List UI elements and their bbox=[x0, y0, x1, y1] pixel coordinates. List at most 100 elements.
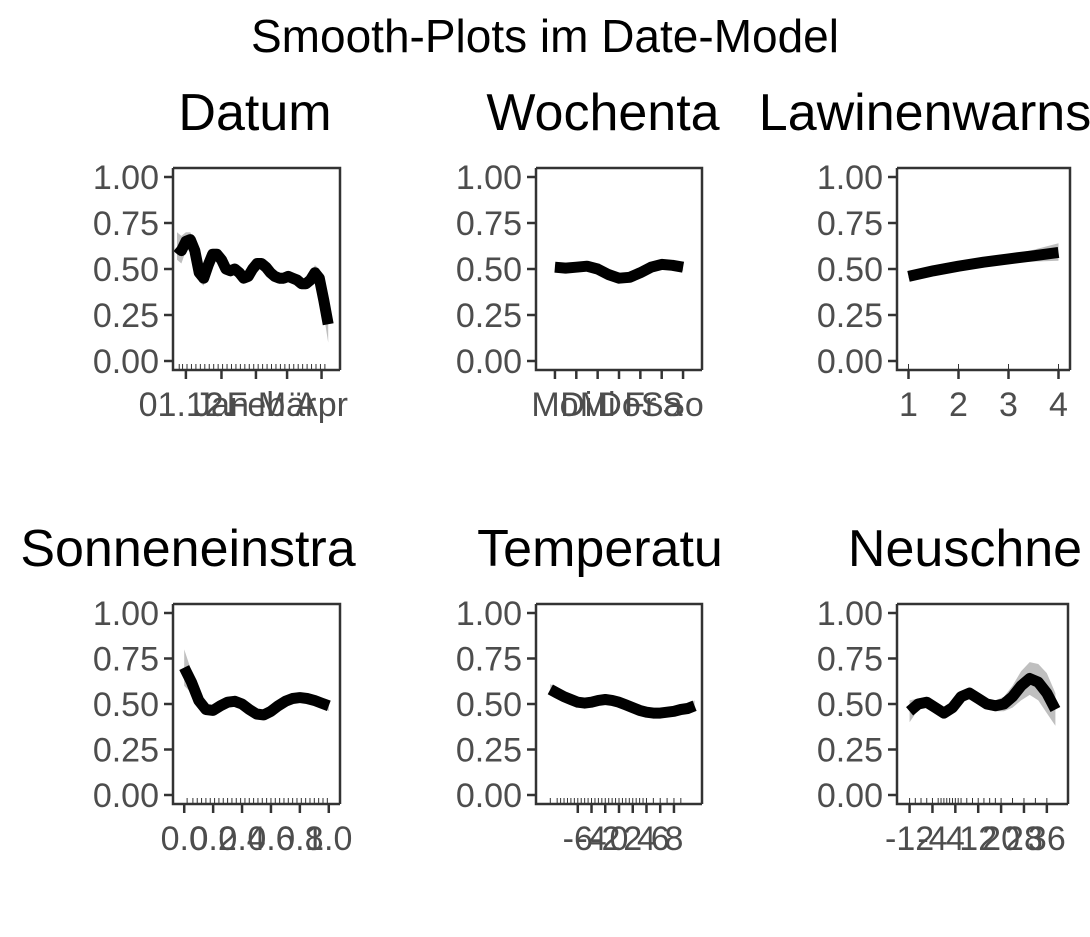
y-tick-label: 1.00 bbox=[817, 595, 883, 633]
x-tick-label: 0.2 bbox=[190, 820, 237, 858]
panel-title: Lawinenwarns bbox=[759, 84, 1090, 142]
panel-6: Neuschne 0.00 0.25 0.50 0.75 1.00 -12-44122028… bbox=[817, 520, 1082, 858]
panel-border bbox=[897, 166, 1072, 370]
x-tick-label: 1.0 bbox=[305, 820, 352, 858]
x-tick-label: -6 bbox=[563, 820, 593, 858]
axis-lines bbox=[534, 168, 702, 372]
x-tick-label: 1 bbox=[899, 386, 918, 424]
x-tick-label: 0.6 bbox=[247, 820, 294, 858]
y-tick-label: 0.25 bbox=[93, 732, 159, 770]
axis-lines bbox=[895, 604, 1068, 806]
y-tick-label: 0.25 bbox=[456, 297, 522, 335]
panel-border bbox=[536, 166, 704, 370]
x-tick-label: Feb bbox=[227, 386, 286, 424]
y-tick-label: 0.00 bbox=[93, 343, 159, 381]
y-tick-label: 0.25 bbox=[817, 732, 883, 770]
x-tick-label: So bbox=[662, 386, 704, 424]
plot-area bbox=[547, 684, 697, 719]
x-tick-label: -4 bbox=[576, 820, 606, 858]
y-tick-label: 0.25 bbox=[456, 732, 522, 770]
panel-border bbox=[536, 602, 704, 804]
plot-area bbox=[907, 243, 1060, 282]
y-tick-label: 1.00 bbox=[456, 159, 522, 197]
panel-4: Sonneneinstra0.000.250.500.751.000.00.20… bbox=[20, 520, 355, 858]
x-tick-label: -2 bbox=[590, 820, 620, 858]
y-tick-label: 0.25 bbox=[817, 297, 883, 335]
panel-1: Datum 0.00 0.25 0.50 0.75 1.00 01.12.JanFebMär… bbox=[93, 84, 348, 424]
smooth-line bbox=[547, 684, 697, 719]
smooth-line bbox=[173, 234, 334, 326]
panel-border bbox=[173, 166, 342, 370]
axis-lines bbox=[895, 168, 1070, 372]
x-tick-label: Apr bbox=[295, 386, 348, 424]
panel-title: Neuschne bbox=[848, 520, 1082, 578]
smooth-line bbox=[179, 665, 331, 721]
x-tick-label: 2 bbox=[949, 386, 968, 424]
x-tick-label: 4 bbox=[637, 820, 656, 858]
x-tick-label: Di bbox=[560, 386, 592, 424]
y-tick-label: 0.50 bbox=[93, 251, 159, 289]
panel-title: Temperatu bbox=[477, 520, 723, 578]
panel-title: Wochenta bbox=[486, 84, 719, 142]
axis-lines bbox=[171, 168, 340, 372]
panels: Datum0.000.250.500.751.0001.12.JanFebMär… bbox=[20, 84, 1090, 858]
y-tick-label: 0.25 bbox=[93, 297, 159, 335]
x-tick-label: 2 bbox=[623, 820, 642, 858]
y-tick-label: 1.00 bbox=[817, 159, 883, 197]
x-tick-label: 8 bbox=[664, 820, 683, 858]
x-tick-label: Mär bbox=[258, 386, 317, 424]
axis-lines bbox=[171, 604, 340, 806]
x-tick-label: 0.8 bbox=[276, 820, 323, 858]
y-tick-label: 0.00 bbox=[93, 777, 159, 815]
y-tick-label: 0.00 bbox=[817, 777, 883, 815]
plot-area bbox=[179, 649, 331, 721]
x-tick-label: Mi bbox=[580, 386, 616, 424]
plot-area bbox=[906, 662, 1061, 726]
x-tick-label: 01.12. bbox=[139, 386, 234, 424]
y-tick-label: 0.50 bbox=[456, 686, 522, 724]
x-tick-label: -12 bbox=[885, 820, 934, 858]
smooth-line bbox=[906, 673, 1061, 719]
x-tick-label: 28 bbox=[1005, 820, 1043, 858]
panel-title: Datum bbox=[178, 84, 331, 142]
panel-2: Wochenta 0.00 0.25 0.50 0.75 1.00 MoDiMiDoFrSa… bbox=[456, 84, 720, 424]
x-tick-label: Do bbox=[597, 386, 640, 424]
y-tick-label: 0.50 bbox=[456, 251, 522, 289]
confidence-band bbox=[909, 662, 1056, 726]
x-tick-label: Sa bbox=[641, 386, 683, 424]
y-tick-label: 0.75 bbox=[456, 205, 522, 243]
smooth-line bbox=[907, 246, 1060, 282]
figure-title: Smooth-Plots im Date-Model bbox=[251, 10, 839, 62]
x-tick-label: 12 bbox=[959, 820, 997, 858]
y-tick-label: 0.00 bbox=[456, 343, 522, 381]
x-tick-label: 4 bbox=[1049, 386, 1068, 424]
x-tick-label: 3 bbox=[999, 386, 1018, 424]
x-tick-label: Jan bbox=[194, 386, 249, 424]
y-tick-label: 0.75 bbox=[93, 205, 159, 243]
x-tick-label: Mo bbox=[531, 386, 578, 424]
y-tick-label: 0.50 bbox=[93, 686, 159, 724]
y-tick-label: 0.75 bbox=[817, 641, 883, 679]
y-tick-label: 1.00 bbox=[456, 595, 522, 633]
x-tick-label: 20 bbox=[982, 820, 1020, 858]
x-tick-label: 4 bbox=[946, 820, 965, 858]
y-tick-label: 0.00 bbox=[817, 343, 883, 381]
x-tick-label: 0.4 bbox=[218, 820, 265, 858]
panel-border bbox=[173, 602, 342, 804]
y-tick-label: 0.75 bbox=[456, 641, 522, 679]
x-tick-label: 36 bbox=[1028, 820, 1066, 858]
y-tick-label: 0.50 bbox=[817, 686, 883, 724]
x-tick-label: 6 bbox=[651, 820, 670, 858]
y-tick-label: 0.75 bbox=[817, 205, 883, 243]
x-tick-label: 0 bbox=[610, 820, 629, 858]
y-tick-label: 0.00 bbox=[456, 777, 522, 815]
panel-title: Sonneneinstra bbox=[20, 520, 355, 578]
x-tick-label: -4 bbox=[917, 820, 947, 858]
y-tick-label: 1.00 bbox=[93, 595, 159, 633]
x-tick-label: 0.0 bbox=[161, 820, 208, 858]
plot-area bbox=[173, 232, 334, 343]
y-tick-label: 0.75 bbox=[93, 641, 159, 679]
plot-area bbox=[554, 258, 685, 284]
